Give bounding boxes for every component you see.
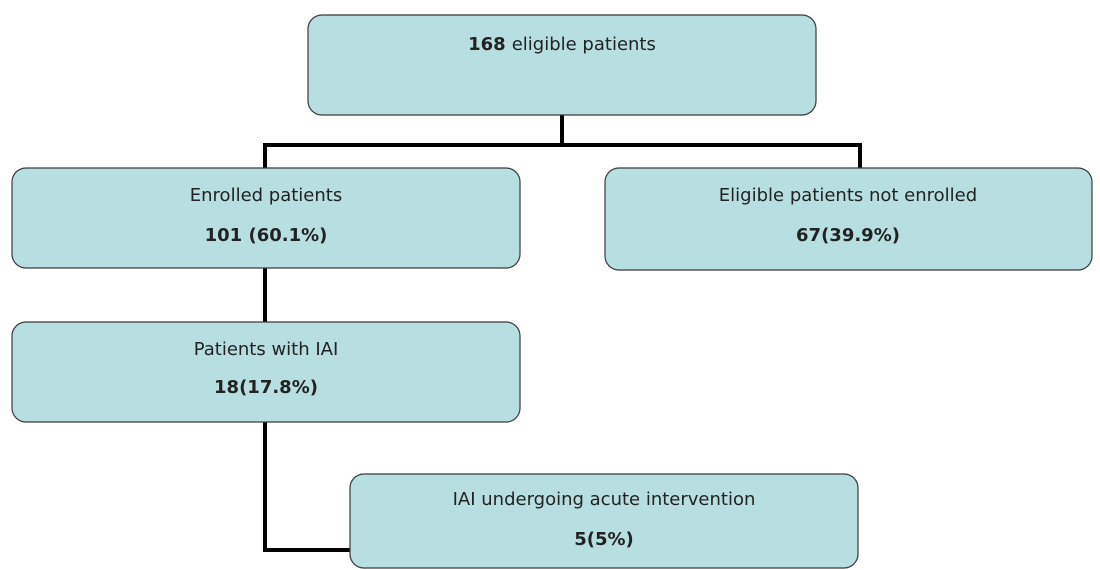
node-label: IAI undergoing acute intervention: [453, 489, 756, 510]
node-label: Enrolled patients: [190, 185, 342, 206]
node-count: 67(39.9%): [796, 225, 900, 246]
node-label: Patients with IAI: [194, 339, 339, 360]
node-box: [11, 321, 521, 423]
node-count: 168: [468, 34, 506, 55]
node-text: 168 eligible patients: [468, 34, 656, 55]
node-label: Eligible patients not enrolled: [719, 185, 977, 206]
node-box: [307, 14, 817, 116]
node-count: 5(5%): [574, 529, 634, 550]
connector: [263, 422, 350, 552]
node-box: [604, 167, 1093, 271]
connector: [263, 115, 862, 168]
node-count: 18(17.8%): [214, 377, 318, 398]
node-box: [11, 167, 521, 269]
node-count: 101 (60.1%): [205, 225, 328, 246]
node-box: [349, 473, 859, 569]
node-label: eligible patients: [512, 34, 656, 55]
